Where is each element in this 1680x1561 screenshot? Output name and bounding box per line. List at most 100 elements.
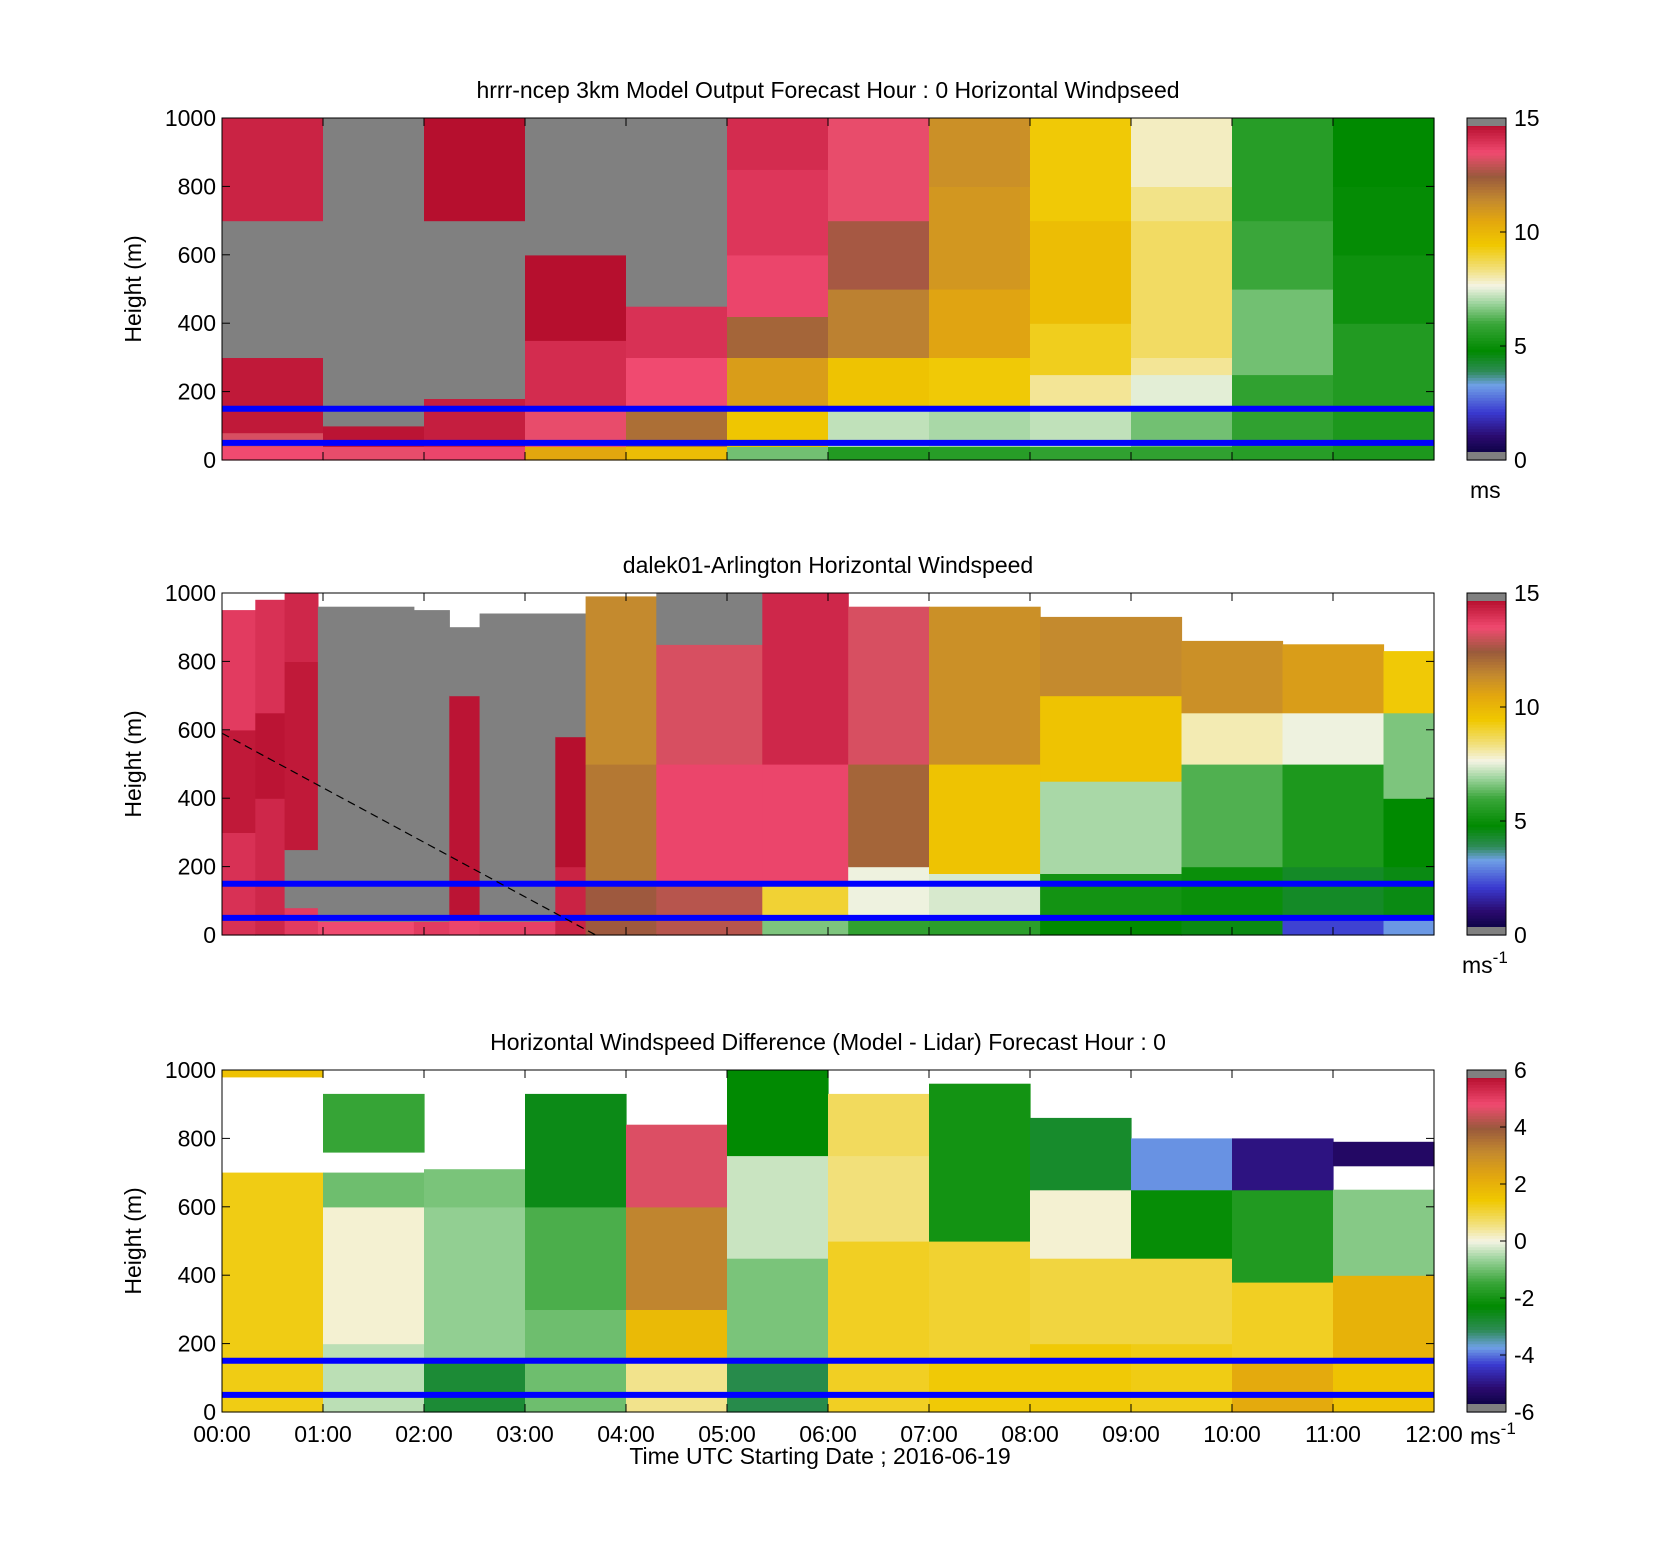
heatmap-cell bbox=[828, 446, 930, 461]
colorbar-segment bbox=[1467, 726, 1506, 731]
y-tick-label: 0 bbox=[203, 922, 216, 948]
heatmap-cell bbox=[828, 1093, 930, 1157]
heatmap-cell bbox=[1030, 1343, 1132, 1413]
colorbar-segment bbox=[1467, 1263, 1506, 1268]
colorbar-tick-label: 15 bbox=[1514, 580, 1540, 606]
heatmap-cell bbox=[323, 1093, 425, 1153]
heatmap-cell bbox=[929, 764, 1041, 874]
colorbar-segment bbox=[1467, 289, 1506, 293]
colorbar-segment bbox=[1467, 781, 1506, 785]
colorbar-segment bbox=[1467, 303, 1506, 307]
panel-title: hrrr-ncep 3km Model Output Forecast Hour… bbox=[476, 77, 1179, 103]
colorbar-segment bbox=[1467, 1164, 1506, 1168]
colorbar-segment bbox=[1467, 280, 1506, 284]
heatmap-cell bbox=[828, 289, 930, 358]
colorbar-segment bbox=[1467, 669, 1506, 674]
colorbar-segment bbox=[1467, 695, 1506, 700]
y-tick-label: 0 bbox=[203, 447, 216, 473]
colorbar-segment bbox=[1467, 1320, 1506, 1325]
heatmap-cell bbox=[1333, 1189, 1435, 1276]
colorbar-segment bbox=[1467, 314, 1506, 319]
colorbar-segment bbox=[1467, 692, 1506, 697]
heatmap-cell bbox=[255, 712, 286, 799]
heatmap-cells bbox=[222, 118, 1435, 461]
colorbar-segment bbox=[1467, 866, 1506, 871]
colorbar-segment bbox=[1467, 1184, 1506, 1188]
colorbar-segment bbox=[1467, 1303, 1506, 1308]
heatmap-cell bbox=[1232, 220, 1334, 290]
colorbar-segment bbox=[1467, 704, 1506, 708]
colorbar-segment bbox=[1467, 212, 1506, 216]
heatmap-cell bbox=[727, 316, 829, 358]
y-tick-label: 800 bbox=[178, 648, 216, 674]
colorbar-segment bbox=[1467, 175, 1506, 179]
heatmap-cell bbox=[727, 1258, 829, 1362]
heatmap-cell bbox=[525, 254, 627, 341]
colorbar-segment bbox=[1467, 1089, 1506, 1094]
y-tick-label: 400 bbox=[178, 1262, 216, 1288]
y-tick-label: 600 bbox=[178, 242, 216, 268]
colorbar-segment bbox=[1467, 1215, 1506, 1219]
colorbar-segment bbox=[1467, 1203, 1506, 1208]
colorbar-segment bbox=[1467, 405, 1506, 410]
heatmap-cell bbox=[222, 1070, 324, 1078]
colorbar-segment bbox=[1467, 1181, 1506, 1185]
y-tick-label: 800 bbox=[178, 173, 216, 199]
heatmap-cell bbox=[727, 169, 829, 256]
colorbar-segment bbox=[1467, 801, 1506, 805]
colorbar-segment bbox=[1467, 286, 1506, 290]
colorbar-segment bbox=[1467, 263, 1506, 267]
y-axis-label: Height (m) bbox=[120, 235, 146, 342]
colorbar-unit: ms bbox=[1470, 477, 1501, 503]
colorbar-segment bbox=[1467, 675, 1506, 680]
colorbar-segment bbox=[1467, 803, 1506, 808]
colorbar-segment bbox=[1467, 821, 1506, 825]
heatmap-cell bbox=[449, 627, 481, 697]
colorbar-segment bbox=[1467, 391, 1506, 396]
colorbar-segment bbox=[1467, 266, 1506, 270]
y-tick-label: 1000 bbox=[165, 1057, 216, 1083]
heatmap-cell bbox=[656, 883, 763, 936]
heatmap-cell bbox=[525, 1093, 627, 1208]
heatmap-cell bbox=[323, 1172, 425, 1208]
heatmap-cell bbox=[656, 593, 763, 645]
dashed-trend-line bbox=[221, 732, 596, 936]
colorbar-segment bbox=[1467, 434, 1506, 438]
colorbar-segment bbox=[1467, 254, 1506, 259]
heatmap-cell bbox=[1131, 374, 1233, 410]
heatmap-cell bbox=[1030, 1189, 1132, 1259]
heatmap-cell bbox=[848, 764, 930, 868]
heatmap-cell bbox=[1232, 1189, 1334, 1283]
heatmap-cell bbox=[1030, 323, 1132, 376]
heatmap-cell bbox=[1383, 712, 1435, 799]
y-tick-label: 400 bbox=[178, 310, 216, 336]
colorbar-segment bbox=[1467, 1394, 1506, 1399]
colorbar-segment bbox=[1467, 326, 1506, 330]
colorbar-segment bbox=[1467, 1300, 1506, 1305]
colorbar-segment bbox=[1467, 1323, 1506, 1328]
x-tick-label: 09:00 bbox=[1102, 1421, 1160, 1447]
colorbar-segment bbox=[1467, 1124, 1506, 1128]
colorbar-segment bbox=[1467, 277, 1506, 282]
heatmap-cell bbox=[828, 357, 930, 410]
heatmap-cell bbox=[525, 118, 627, 256]
heatmap-cell bbox=[929, 873, 1041, 915]
colorbar-segment bbox=[1467, 271, 1506, 276]
colorbar-segment bbox=[1467, 1255, 1506, 1259]
heatmap-cell bbox=[424, 1360, 526, 1413]
colorbar-segment bbox=[1467, 197, 1506, 202]
x-tick-label: 08:00 bbox=[1001, 1421, 1059, 1447]
heatmap-cell bbox=[1181, 764, 1284, 868]
heatmap-cell bbox=[585, 596, 657, 765]
colorbar-segment bbox=[1467, 1218, 1506, 1222]
colorbar-segment bbox=[1467, 809, 1506, 814]
colorbar-segment bbox=[1467, 351, 1506, 356]
colorbar-segment bbox=[1467, 1280, 1506, 1285]
heatmap-cells bbox=[222, 593, 1435, 936]
heatmap-cell bbox=[626, 1309, 728, 1362]
colorbar-segment bbox=[1467, 1349, 1506, 1353]
y-tick-label: 600 bbox=[178, 1194, 216, 1220]
colorbar-segment bbox=[1467, 1149, 1506, 1154]
colorbar-segment bbox=[1467, 735, 1506, 739]
